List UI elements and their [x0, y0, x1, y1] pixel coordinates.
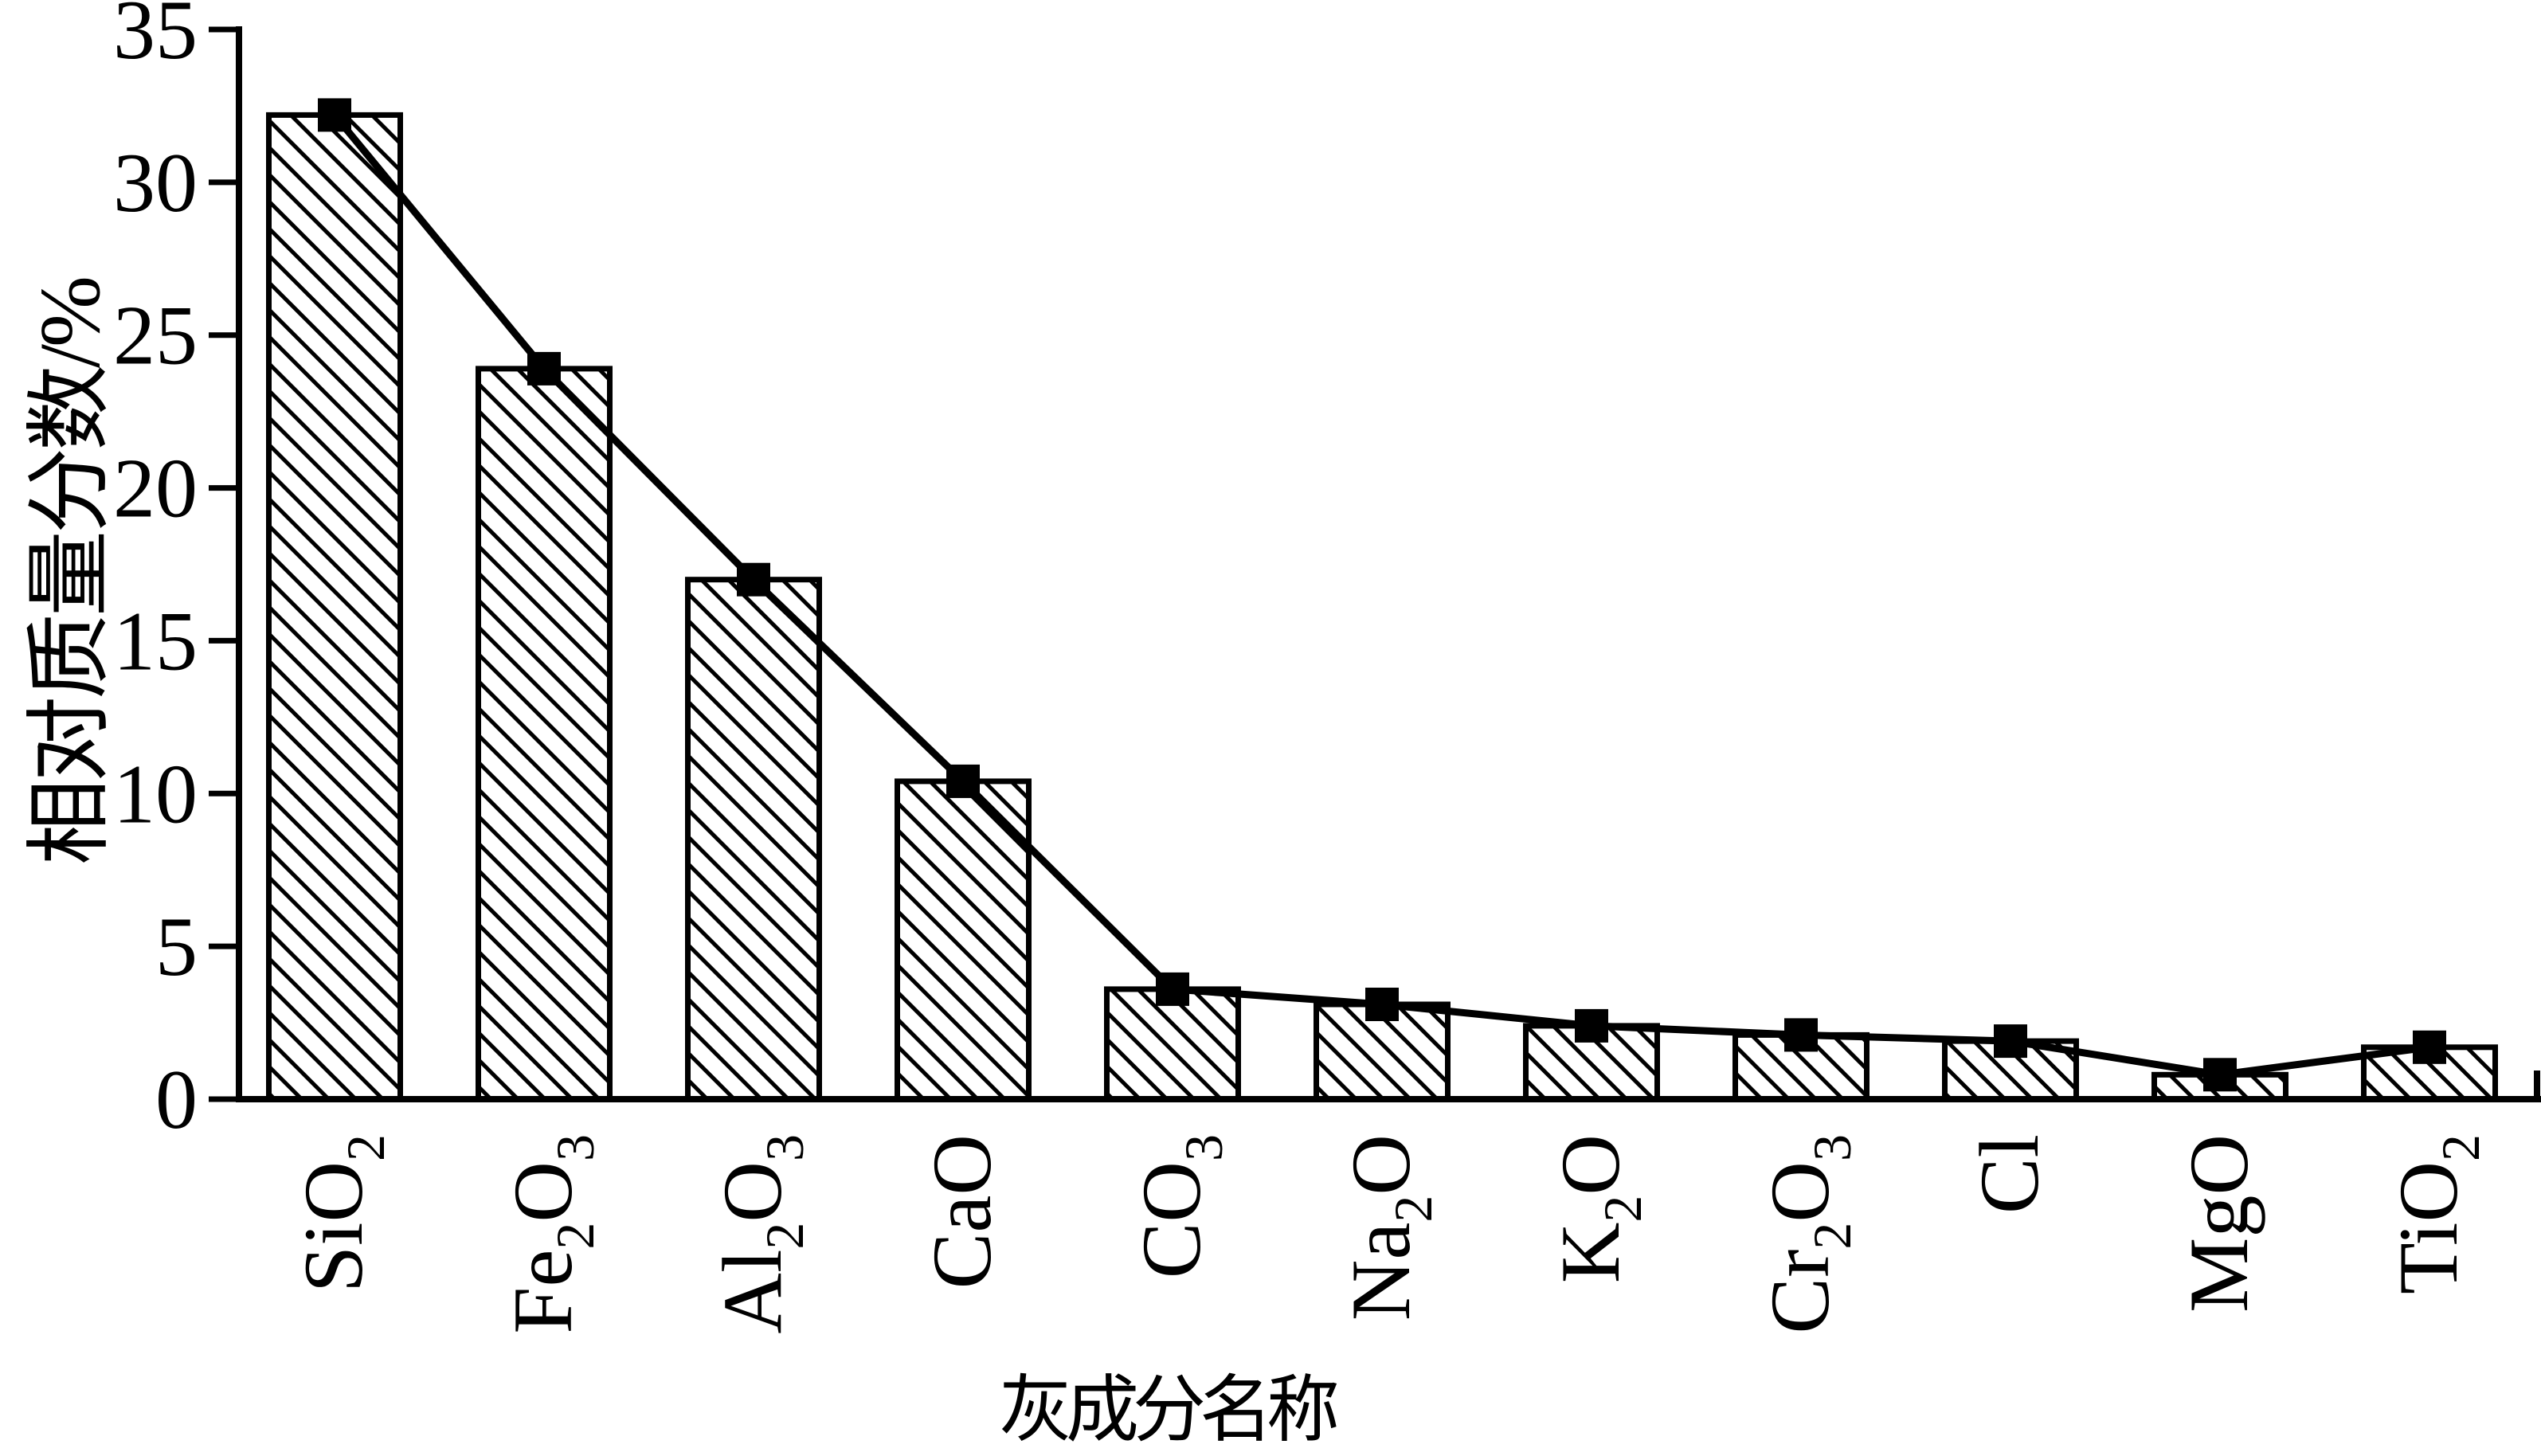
y-tick-label: 35 [113, 0, 198, 76]
bar-Fe2O3 [476, 366, 613, 1102]
marker-CO3 [1156, 972, 1189, 1006]
marker-CaO [946, 764, 980, 798]
y-tick-label: 20 [113, 442, 198, 535]
marker-TiO2 [2413, 1030, 2446, 1064]
x-category-label-CaO: CaO [915, 1134, 1008, 1289]
bar-K2O [1523, 1023, 1660, 1102]
x-category-label-Fe2O3: Fe2O3 [496, 1134, 605, 1334]
y-tick-label: 0 [155, 1053, 198, 1146]
y-tick-label: 5 [155, 900, 198, 993]
bar-Al2O3 [685, 577, 822, 1102]
y-tick-label: 30 [113, 136, 198, 229]
marker-MgO [2203, 1058, 2237, 1092]
y-tick-label: 25 [113, 289, 198, 382]
x-category-label-MgO: MgO [2172, 1134, 2265, 1313]
x-category-label-CO3: CO3 [1125, 1134, 1234, 1278]
bar-CaO [895, 778, 1032, 1102]
y-axis-title: 相对质量分数/% [23, 279, 118, 865]
marker-Cl [1994, 1024, 2027, 1059]
marker-SiO2 [318, 98, 351, 132]
x-category-label-Na2O: Na2O [1334, 1134, 1443, 1321]
x-category-label-Cl: Cl [1963, 1134, 2056, 1214]
y-tick-label: 10 [113, 747, 198, 840]
marker-Al2O3 [737, 562, 770, 597]
series-line [331, 112, 2430, 1078]
marker-Cr2O3 [1784, 1018, 1818, 1052]
x-category-label-Al2O3: Al2O3 [706, 1134, 815, 1334]
x-axis-title: 灰成分名称 [998, 1369, 1340, 1451]
y-tick-label: 15 [113, 594, 198, 687]
marker-K2O [1575, 1008, 1608, 1043]
x-category-label-Cr2O3: Cr2O3 [1753, 1134, 1862, 1334]
x-category-label-TiO2: TiO2 [2382, 1134, 2491, 1294]
bar-SiO2 [266, 112, 403, 1102]
x-category-label-SiO2: SiO2 [287, 1134, 396, 1293]
x-category-label-K2O: K2O [1544, 1134, 1653, 1283]
marker-Na2O [1365, 988, 1399, 1021]
marker-Fe2O3 [527, 351, 561, 386]
